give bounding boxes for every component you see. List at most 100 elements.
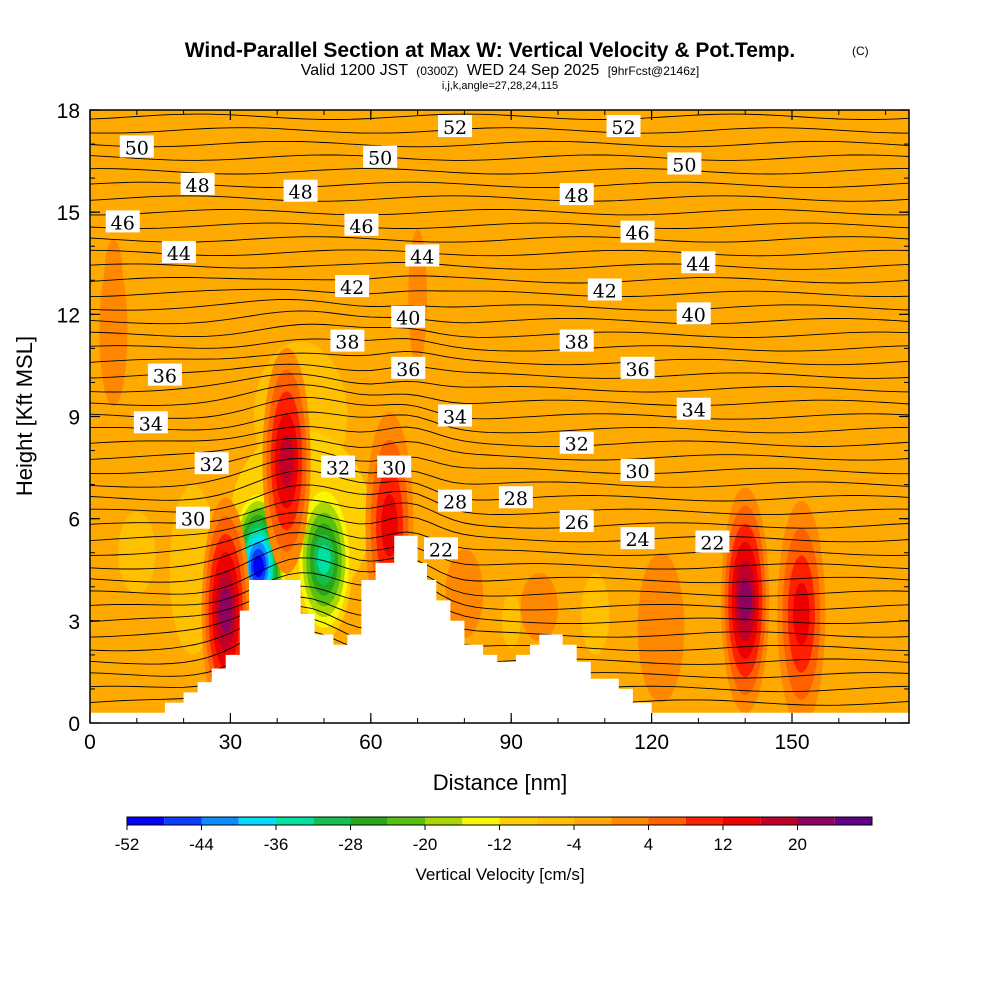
contour-label: 28	[498, 486, 533, 510]
contour-label-box	[330, 329, 365, 352]
updraft-cell	[738, 578, 752, 623]
copyright-mark: (C)	[852, 44, 869, 58]
contour-label: 36	[147, 363, 182, 388]
contour-label: 34	[676, 397, 711, 422]
contour-label-text: 32	[200, 454, 224, 476]
field-patch	[637, 552, 685, 703]
contour-label-text: 22	[700, 533, 724, 555]
colorbar-swatch	[127, 817, 165, 825]
colorbar-tick-label: -44	[189, 835, 214, 854]
isentrope-line	[90, 262, 909, 270]
contour-label-box	[377, 455, 412, 478]
contour-labels: 50 52 52 50 50 48 48 48 46 46 46 44 44 44 42 42 40 40 38 38…	[105, 115, 730, 561]
plot-area: 50 52 52 50 50 48 48 48 46 46 46 44 44 44 42 42 40 40 38 38…	[90, 110, 909, 723]
colorbar-tick-label: 4	[644, 835, 653, 854]
x-tick-label: 60	[359, 731, 382, 754]
contour-label-box	[438, 404, 473, 427]
contour-label: 30	[377, 455, 412, 480]
contour-label: 32	[194, 452, 229, 476]
colorbar-swatch	[834, 817, 872, 825]
isentrope-line	[90, 616, 909, 665]
y-tick-label: 9	[68, 407, 80, 430]
contour-label: 46	[620, 220, 655, 245]
isentrope-line	[90, 411, 909, 434]
colorbar-title: Vertical Velocity [cm/s]	[415, 865, 584, 884]
colorbar-tick-label: -28	[338, 835, 363, 854]
contour-label: 22	[424, 537, 458, 561]
isentrope-line	[90, 438, 909, 461]
contour-label: 44	[161, 241, 196, 265]
contour-label-text: 52	[443, 117, 467, 139]
contour-label: 50	[119, 135, 154, 159]
contour-label-text: 50	[368, 148, 392, 170]
colorbar-swatch	[723, 817, 761, 825]
isentrope-line	[90, 154, 909, 161]
x-tick-label: 30	[219, 731, 242, 754]
valid-date: WED 24 Sep 2025	[467, 62, 600, 79]
x-tick-label: 120	[634, 731, 669, 754]
isentrope-line	[90, 572, 909, 611]
isentrope-line	[90, 585, 909, 625]
contour-label-text: 30	[382, 458, 406, 480]
isentrope-line	[90, 596, 909, 638]
contour-label-box	[283, 179, 318, 202]
contour-label-box	[438, 489, 473, 512]
contour-label-text: 48	[186, 175, 210, 197]
contour-label-text: 24	[625, 529, 649, 551]
isentrope-line	[90, 181, 909, 189]
contour-label: 34	[133, 411, 168, 435]
contour-label-text: 50	[672, 154, 696, 176]
valid-time: Valid 1200 JST	[301, 62, 409, 79]
contour-label-text: 34	[443, 407, 467, 429]
contour-label-box	[344, 213, 379, 236]
isentrope-line	[90, 557, 909, 597]
contour-label-text: 50	[125, 137, 149, 159]
contour-label: 32	[321, 455, 356, 480]
updraft-cell	[279, 434, 294, 487]
contour-label-text: 46	[111, 212, 135, 234]
contour-label-text: 30	[625, 461, 649, 483]
contour-label-box	[681, 251, 716, 274]
contour-label-box	[363, 145, 398, 168]
isentrope-contours	[90, 113, 909, 706]
contour-label: 46	[344, 213, 379, 238]
isentrope-line	[90, 350, 909, 366]
contour-label: 24	[620, 527, 655, 551]
contour-label-box	[161, 241, 196, 264]
isentrope-line	[90, 113, 909, 120]
contour-label-text: 48	[565, 185, 589, 207]
contour-label-text: 38	[335, 332, 359, 354]
chart-title: Wind-Parallel Section at Max W: Vertical…	[185, 39, 796, 62]
contour-label-text: 36	[625, 359, 649, 381]
colorbar-swatch	[685, 817, 723, 825]
contour-label-text: 22	[429, 539, 453, 561]
contour-label-text: 44	[686, 253, 710, 275]
isentrope-line	[90, 275, 909, 284]
field-patch	[581, 573, 610, 655]
contour-label-text: 48	[289, 182, 313, 204]
contour-label-box	[391, 305, 426, 328]
isentrope-line	[90, 457, 909, 488]
contour-label-box	[180, 172, 215, 195]
isentrope-line	[90, 373, 909, 393]
x-tick-label: 90	[500, 731, 523, 754]
isentrope-line	[90, 127, 909, 134]
downdraft-cell	[253, 555, 264, 578]
colorbar-swatch	[350, 817, 388, 825]
isentrope-line	[90, 384, 909, 407]
isentrope-line	[90, 168, 909, 175]
contour-label-box	[620, 527, 655, 550]
contour-label: 50	[363, 145, 398, 170]
contour-label: 50	[667, 152, 702, 176]
contour-label-box	[498, 486, 533, 509]
contour-label-box	[559, 183, 594, 206]
contour-label-text: 38	[565, 332, 589, 354]
colorbar-swatch	[164, 817, 202, 825]
contour-label-text: 34	[139, 413, 163, 435]
contour-label-text: 42	[593, 280, 617, 302]
y-axis-label: Height [Kft MSL]	[12, 336, 37, 496]
updraft-cell	[793, 582, 810, 646]
colorbar-swatch	[425, 817, 463, 825]
colorbar-tick-label: -52	[115, 835, 140, 854]
